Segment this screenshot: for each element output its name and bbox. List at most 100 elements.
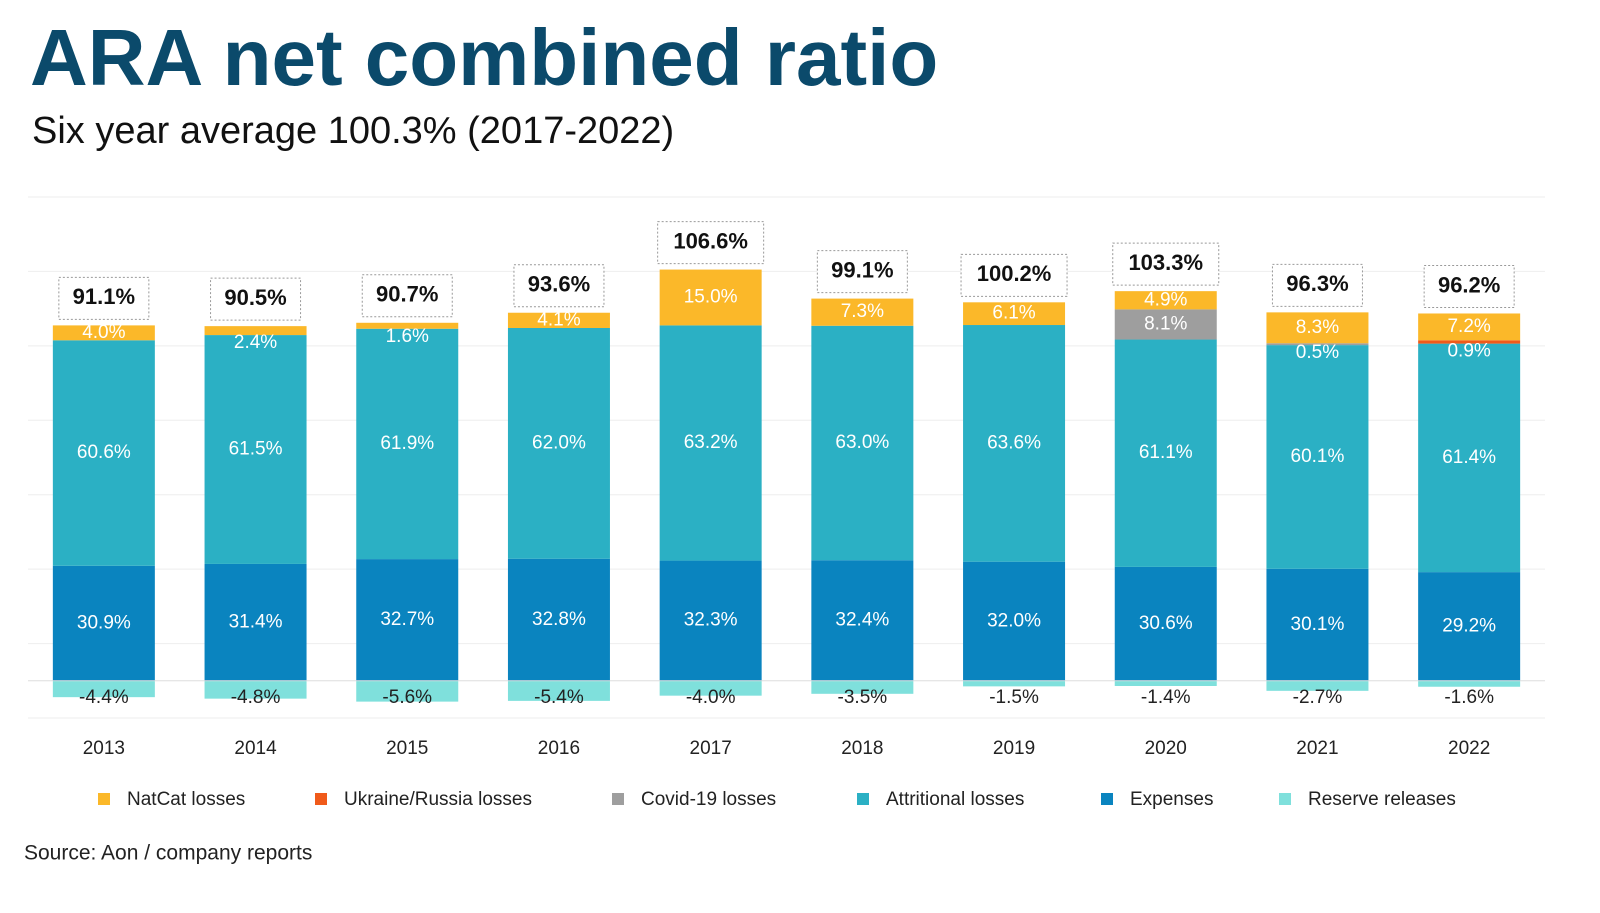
legend-swatch [857,793,869,805]
data-label: 61.5% [229,439,283,460]
data-label: 63.0% [835,432,889,453]
x-tick-label: 2017 [690,738,732,759]
bar-segment [204,563,307,681]
data-label: 0.5% [1296,342,1339,363]
legend-label: NatCat losses [127,789,245,810]
data-label: -5.6% [382,687,432,708]
total-label: 99.1% [831,257,893,282]
data-label: 15.0% [684,286,738,307]
data-label: 32.8% [532,609,586,630]
bar-segment [356,559,459,681]
total-label: 93.6% [528,272,590,297]
data-label: 30.6% [1139,613,1193,634]
data-label: 62.0% [532,432,586,453]
data-label: 63.2% [684,432,738,453]
total-label: 90.7% [376,282,438,307]
data-label: 2.4% [234,332,277,353]
bar-segment [1114,309,1217,340]
bar-segment [52,325,155,341]
bar-segment [507,558,610,681]
bar-segment [204,680,307,699]
data-label: -4.8% [231,687,281,708]
bar-segment [811,298,914,326]
legend-label: Reserve releases [1308,789,1456,810]
data-label: 0.9% [1447,341,1490,362]
data-label: 4.0% [82,322,125,343]
source: Source: Aon / company reports [24,842,312,865]
bar-segment [52,340,155,566]
x-tick-label: 2020 [1145,738,1187,759]
data-label: -1.6% [1444,687,1494,708]
bar-segment [963,680,1066,687]
data-label: 61.4% [1442,447,1496,468]
total-box [210,277,302,321]
data-label: 63.6% [987,432,1041,453]
x-tick-label: 2021 [1296,738,1338,759]
data-label: -5.4% [534,687,584,708]
data-label: 60.1% [1291,446,1345,467]
data-label: 30.1% [1291,614,1345,635]
data-label: 32.4% [835,610,889,631]
bar-segment [507,312,610,328]
x-tick-label: 2016 [538,738,580,759]
bar-segment [659,325,762,561]
bar-segment [52,680,155,698]
data-label: 60.6% [77,442,131,463]
bar-segment [1266,345,1369,569]
data-label: 30.9% [77,612,131,633]
x-tick-label: 2014 [234,738,277,759]
legend-label: Covid-19 losses [641,789,776,810]
bar-segment [1114,291,1217,310]
total-box [361,274,453,318]
total-box [1112,242,1220,286]
bar-segment [811,680,914,694]
bar-segment [356,680,459,702]
total-box [513,264,605,308]
bar-segment [356,328,459,560]
x-tick-label: 2013 [83,738,125,759]
legend-label: Ukraine/Russia losses [344,789,532,810]
data-label: 7.3% [841,301,884,322]
legend-swatch [612,793,624,805]
data-label: 31.4% [229,611,283,632]
bar-segment [204,326,307,336]
data-label: 4.1% [537,309,580,330]
bar-segment [1418,343,1521,573]
bar-segment [963,302,1066,326]
data-label: 32.3% [684,610,738,631]
bar-segment [1418,313,1521,341]
bar-segment [356,322,459,329]
bar-segment [963,325,1066,562]
bar-segment [1418,340,1521,344]
bar-segment [1418,572,1521,681]
data-label: 61.1% [1139,442,1193,463]
total-box [58,276,150,320]
bar-segment [1114,566,1217,681]
total-box [816,250,908,294]
total-label: 106.6% [673,228,748,253]
data-label: 4.9% [1144,289,1187,310]
bar-segment [659,560,762,681]
bar-segment [1266,568,1369,681]
bar-segment [659,680,762,696]
bar-segment [1266,680,1369,691]
chart-title: ARA net combined ratio [30,13,938,102]
total-label: 96.2% [1438,272,1500,297]
data-label: 29.2% [1442,615,1496,636]
data-label: 32.7% [380,609,434,630]
data-label: -3.5% [838,687,888,708]
bar-segment [1114,680,1217,686]
total-box [657,221,765,265]
data-label: -4.0% [686,687,736,708]
legend-swatch [98,793,110,805]
legend-swatch [1101,793,1113,805]
total-label: 103.3% [1128,250,1203,275]
bar-segment [52,565,155,681]
data-label: 8.3% [1296,317,1339,338]
legend-label: Expenses [1130,789,1213,810]
x-tick-label: 2018 [841,738,883,759]
total-label: 90.5% [224,285,286,310]
legend-label: Attritional losses [886,789,1024,810]
bar-segment [963,561,1066,681]
bar-segment [507,680,610,701]
